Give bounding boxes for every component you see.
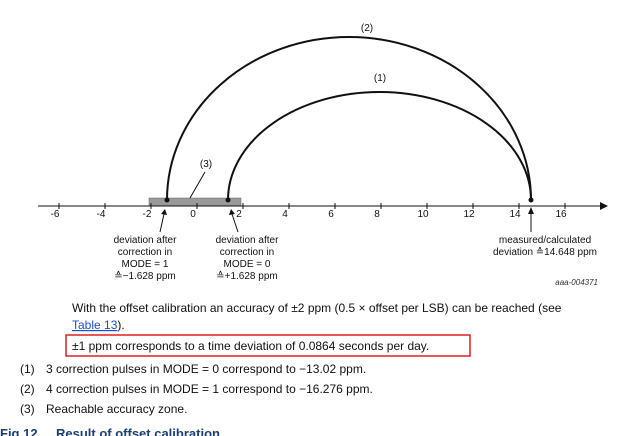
tick-label: 16 — [555, 209, 567, 220]
highlight-box — [65, 334, 471, 357]
tick-label: 8 — [374, 209, 380, 220]
tick-label: -6 — [51, 209, 60, 220]
note: 3 correction pulses in MODE = 0 correspo… — [46, 362, 366, 376]
tick-label: 4 — [282, 209, 288, 220]
pointer — [159, 213, 165, 233]
annotation: deviation ≙14.648 ppm — [493, 246, 597, 258]
note-marker: (3) — [20, 402, 35, 416]
annotation: deviation after — [216, 235, 279, 246]
point — [225, 197, 231, 203]
annotation: measured/calculated — [499, 235, 591, 246]
arc-2 — [166, 36, 532, 201]
tick-label: -4 — [97, 209, 106, 220]
tick-label: 10 — [417, 209, 429, 220]
paragraph: With the offset calibration an accuracy … — [72, 301, 562, 315]
annotation: correction in — [220, 247, 274, 258]
pointer-head — [161, 209, 167, 215]
highlight: ±1 ppm corresponds to a time deviation o… — [72, 339, 429, 353]
point — [528, 197, 534, 203]
note: Reachable accuracy zone. — [46, 402, 187, 416]
pointer — [231, 213, 239, 233]
note-marker: (2) — [20, 382, 35, 396]
note: 4 correction pulses in MODE = 1 correspo… — [46, 382, 373, 396]
figure-id: aaa-004371 — [555, 278, 598, 287]
leader-line — [189, 171, 206, 199]
annotation: correction in — [118, 247, 172, 258]
annotation: ≙−1.628 ppm — [114, 270, 175, 282]
tick-label: -2 — [143, 209, 152, 220]
arc-label: (3) — [200, 159, 212, 170]
tick-label: 14 — [509, 209, 521, 220]
arc-label: (1) — [374, 73, 386, 84]
pointer-head — [528, 207, 534, 214]
axis-ticks: -6 -4 -2 0 2 4 6 8 10 12 14 16 — [51, 203, 567, 220]
annotation: MODE = 1 — [122, 259, 169, 270]
axis-arrow — [600, 202, 608, 210]
paragraph-end: ). — [117, 318, 124, 332]
paragraph-line: Table 13). — [72, 318, 125, 332]
annotation: ≙+1.628 ppm — [216, 270, 277, 282]
arc-1 — [227, 91, 532, 201]
annotation: MODE = 0 — [224, 259, 271, 270]
annotation: deviation after — [114, 235, 177, 246]
link[interactable]: Table 13 — [72, 318, 118, 332]
tick-label: 0 — [190, 209, 196, 220]
tick-label: 2 — [236, 209, 242, 220]
pointer-head — [229, 209, 235, 215]
tick-label: 12 — [463, 209, 475, 220]
point — [164, 197, 170, 203]
caption-number: Fig 12 — [0, 426, 38, 436]
arc-label: (2) — [361, 23, 373, 34]
caption-title: Result of offset calibration — [56, 426, 220, 436]
tick-label: 6 — [328, 209, 334, 220]
note-marker: (1) — [20, 362, 35, 376]
